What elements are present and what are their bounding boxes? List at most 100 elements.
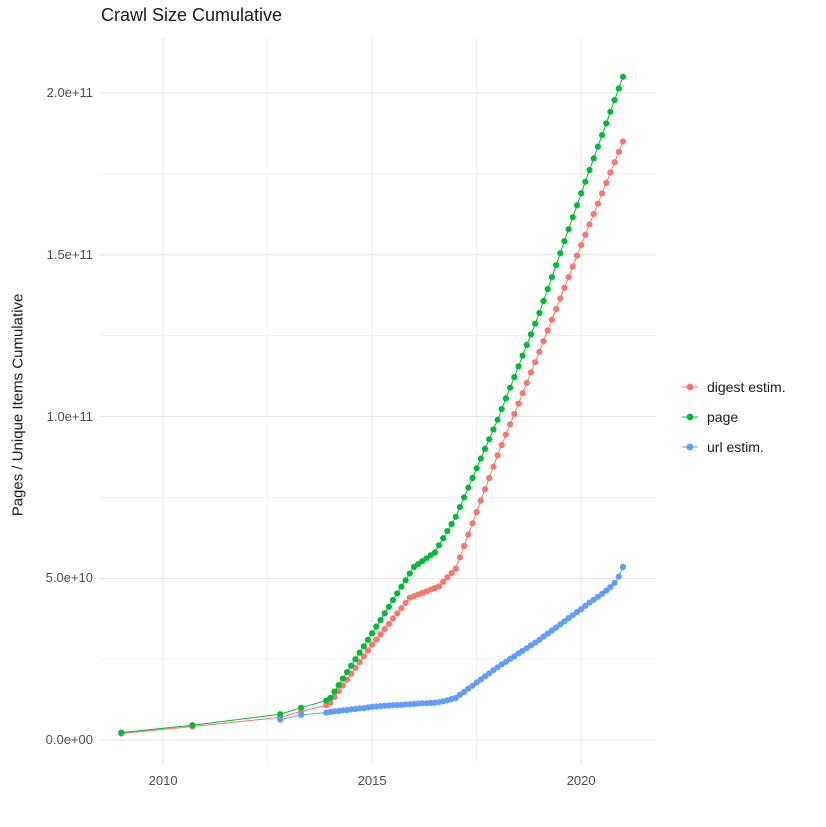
series-line-digest-estim- — [121, 141, 624, 735]
data-point-page — [494, 416, 501, 423]
data-point-digest-estim- — [611, 159, 618, 166]
data-point-page — [548, 274, 555, 281]
data-point-url-estim- — [578, 606, 585, 613]
legend-item-page: page — [680, 407, 786, 427]
chart-title: Crawl Size Cumulative — [101, 5, 283, 25]
data-point-page — [469, 474, 476, 482]
data-point-page — [373, 623, 380, 630]
data-point-page — [298, 704, 305, 711]
data-point-page — [360, 643, 367, 650]
data-point-digest-estim- — [477, 497, 484, 504]
data-point-url-estim- — [544, 630, 551, 637]
data-point-url-estim- — [569, 612, 576, 619]
data-point-page — [402, 577, 409, 584]
data-point-page — [456, 504, 463, 511]
data-point-page — [565, 226, 572, 233]
data-point-page — [344, 669, 351, 676]
data-point-digest-estim- — [461, 542, 468, 550]
data-point-digest-estim- — [515, 400, 522, 407]
data-point-digest-estim- — [448, 570, 455, 577]
data-point-digest-estim- — [465, 531, 472, 538]
data-point-page — [406, 570, 413, 577]
data-point-url-estim- — [461, 688, 468, 696]
data-point-page — [573, 202, 581, 209]
data-point-page — [498, 406, 505, 413]
data-point-digest-estim- — [565, 274, 572, 281]
data-point-page — [448, 520, 455, 528]
data-point-page — [569, 214, 576, 221]
legend-key-dot — [686, 413, 694, 421]
y-tick-label: 2.0e+11 — [46, 85, 93, 100]
data-point-page — [561, 238, 568, 245]
data-point-digest-estim- — [603, 179, 610, 186]
y-axis-title: Pages / Unique Items Cumulative — [9, 293, 27, 517]
data-point-page — [348, 662, 355, 669]
data-point-page — [394, 590, 401, 597]
data-point-page — [444, 528, 451, 535]
legend-label: digest estim. — [707, 379, 786, 395]
data-point-digest-estim- — [373, 636, 380, 643]
data-point-url-estim- — [619, 563, 627, 571]
data-point-page — [477, 455, 484, 462]
series-line-page — [121, 76, 624, 734]
data-point-digest-estim- — [494, 452, 501, 459]
data-point-url-estim- — [469, 682, 476, 689]
legend-key-icon — [682, 413, 698, 421]
data-point-page — [481, 445, 489, 452]
data-point-page — [490, 426, 497, 433]
data-point-url-estim- — [561, 618, 568, 625]
data-point-page — [582, 178, 589, 185]
data-point-page — [385, 603, 392, 610]
data-point-digest-estim- — [523, 379, 530, 386]
data-point-page — [389, 596, 397, 604]
data-point-page — [339, 675, 346, 682]
data-point-page — [519, 352, 526, 359]
data-point-page — [594, 143, 601, 150]
data-point-page — [515, 363, 522, 370]
legend-item-digest-estim-: digest estim. — [680, 377, 786, 397]
data-point-digest-estim- — [599, 190, 606, 197]
legend-label: url estim. — [707, 439, 764, 455]
data-point-page — [553, 262, 560, 269]
data-point-page — [356, 649, 363, 656]
data-point-page — [440, 535, 447, 542]
data-point-page — [352, 656, 359, 663]
data-point-page — [615, 85, 622, 92]
data-point-page — [536, 309, 543, 317]
data-point-page — [335, 682, 342, 689]
data-point-page — [507, 384, 514, 391]
data-point-page — [331, 688, 338, 695]
x-tick-label: 2020 — [566, 773, 596, 788]
data-point-page — [461, 494, 468, 501]
data-point-digest-estim- — [456, 554, 463, 561]
legend: digest estim. page url estim. — [680, 377, 786, 457]
data-point-digest-estim- — [385, 620, 392, 628]
y-tick-label: 1.5e+11 — [46, 246, 93, 262]
data-point-digest-estim- — [377, 631, 384, 638]
data-point-url-estim- — [603, 587, 610, 594]
data-point-digest-estim- — [573, 252, 581, 259]
data-point-page — [452, 513, 459, 520]
data-point-digest-estim- — [561, 284, 568, 291]
data-point-digest-estim- — [369, 641, 376, 648]
data-point-page — [435, 542, 443, 549]
data-point-page — [431, 549, 438, 556]
data-point-page — [364, 636, 372, 643]
data-point-digest-estim- — [389, 615, 397, 622]
data-point-digest-estim- — [502, 431, 509, 438]
data-point-page — [189, 722, 196, 729]
data-point-page — [590, 155, 597, 162]
data-point-digest-estim- — [481, 486, 489, 493]
y-tick-label: 5.0e+10 — [45, 570, 93, 586]
data-point-digest-estim- — [452, 565, 459, 572]
data-point-page — [398, 583, 405, 590]
data-point-page — [611, 97, 618, 104]
x-tick-label: 2015 — [357, 773, 387, 788]
data-point-digest-estim- — [594, 200, 601, 207]
data-point-url-estim- — [486, 670, 493, 677]
data-point-page — [586, 166, 593, 174]
legend-label: page — [707, 409, 739, 425]
data-point-page — [557, 250, 564, 257]
data-point-digest-estim- — [540, 338, 547, 345]
data-point-digest-estim- — [360, 653, 367, 660]
